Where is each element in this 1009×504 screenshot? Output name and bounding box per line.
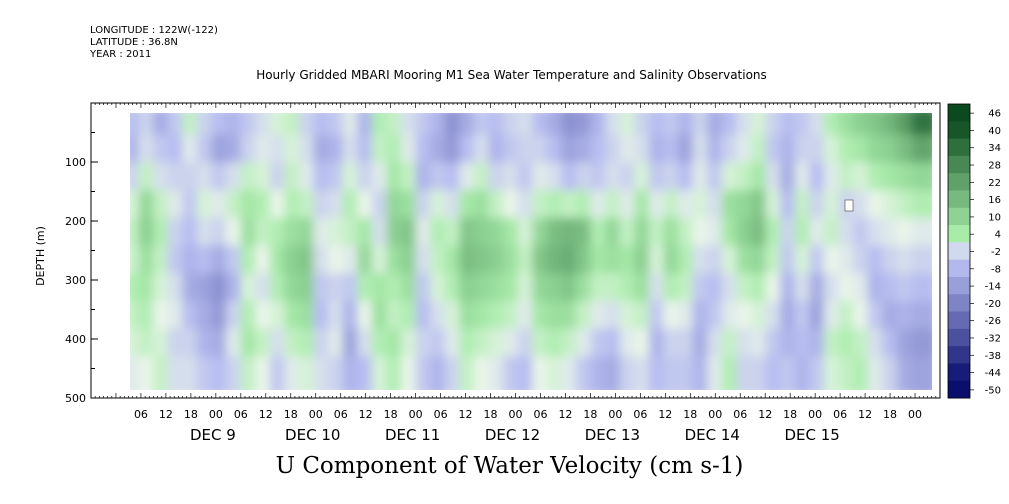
colorbar-swatch — [948, 380, 970, 399]
x-tick-label: 12 — [159, 408, 173, 421]
colorbar-swatch — [948, 121, 970, 140]
x-tick-label: 12 — [858, 408, 872, 421]
colorbar-swatch — [948, 138, 970, 157]
colorbar-swatch — [948, 328, 970, 347]
y-axis-label: DEPTH (m) — [34, 226, 47, 286]
x-tick-label: 06 — [633, 408, 647, 421]
colorbar-tick-label: -8 — [991, 264, 1001, 275]
heatmap-field — [130, 113, 932, 390]
y-tick-label: 300 — [65, 274, 86, 287]
longitude-label: LONGITUDE : 122W(-122) — [90, 25, 218, 36]
colorbar-swatch — [948, 276, 970, 295]
year-label: YEAR : 2011 — [90, 49, 152, 60]
colorbar-tick-label: 10 — [988, 212, 1001, 223]
colorbar-tick-label: 28 — [988, 161, 1001, 172]
missing-data-patch — [844, 199, 854, 212]
colorbar-swatch — [948, 363, 970, 382]
y-tick-label: 100 — [65, 156, 86, 169]
colorbar-swatch — [948, 155, 970, 174]
day-label: DEC 11 — [385, 426, 440, 444]
day-label: DEC 13 — [585, 426, 640, 444]
x-tick-label: 12 — [259, 408, 273, 421]
y-axis: DEPTH (m) 100 200 300 400 500 — [34, 102, 98, 405]
colorbar-swatch — [948, 242, 970, 261]
x-tick-label: 12 — [558, 408, 572, 421]
x-tick-label: 18 — [184, 408, 198, 421]
x-tick-label: 06 — [833, 408, 847, 421]
x-tick-label: 00 — [908, 408, 922, 421]
x-tick-label: 00 — [409, 408, 423, 421]
chart-title-text: Hourly Gridded MBARI Mooring M1 Sea Wate… — [256, 68, 767, 82]
colorbar-swatch — [948, 346, 970, 364]
x-tick-label: 12 — [758, 408, 772, 421]
colorbar-swatch — [948, 311, 970, 330]
day-label: DEC 9 — [190, 426, 236, 444]
colorbar-tick-label: -26 — [985, 316, 1001, 327]
x-tick-label: 18 — [583, 408, 597, 421]
colorbar-swatch — [948, 190, 970, 209]
colorbar-tick-label: -2 — [991, 247, 1001, 258]
x-tick-label: 00 — [509, 408, 523, 421]
colorbar-swatch — [948, 225, 970, 243]
colorbar-swatch — [948, 294, 970, 313]
x-tick-label: 06 — [134, 408, 148, 421]
y-tick-label: 200 — [65, 215, 86, 228]
colorbar-tick-label: -50 — [985, 385, 1001, 396]
y-tick-label: 400 — [65, 333, 86, 346]
x-tick-label: 18 — [783, 408, 797, 421]
colorbar: 46 40 34 28 22 16 10 4 -2 -8 -14 -20 -26 -32 -38 -44 -50 — [947, 103, 1001, 399]
x-tick-label: 18 — [883, 408, 897, 421]
colorbar-swatch — [948, 259, 970, 278]
x-tick-label: 18 — [284, 408, 298, 421]
variable-title: U Component of Water Velocity (cm s-1) — [0, 453, 1009, 479]
x-tick-label: 00 — [309, 408, 323, 421]
colorbar-tick-label: 4 — [995, 230, 1001, 241]
x-tick-label: 06 — [234, 408, 248, 421]
colorbar-swatch — [948, 207, 970, 226]
colorbar-tick-label: 22 — [988, 178, 1001, 189]
x-tick-label: 18 — [484, 408, 498, 421]
x-tick-label: 12 — [658, 408, 672, 421]
heat-cell — [911, 356, 932, 390]
x-tick-label: 00 — [209, 408, 223, 421]
colorbar-tick-label: 40 — [988, 126, 1001, 137]
colorbar-tick-label: -32 — [985, 333, 1001, 344]
variable-title-text: U Component of Water Velocity (cm s-1) — [275, 453, 744, 479]
colorbar-tick-label: 34 — [988, 143, 1001, 154]
x-tick-label: 12 — [459, 408, 473, 421]
x-tick-label: 12 — [359, 408, 373, 421]
day-label: DEC 15 — [784, 426, 839, 444]
colorbar-tick-label: 16 — [988, 195, 1001, 206]
day-label: DEC 12 — [485, 426, 540, 444]
chart-title: Hourly Gridded MBARI Mooring M1 Sea Wate… — [0, 68, 1009, 82]
colorbar-tick-label: -14 — [985, 282, 1001, 293]
day-label: DEC 14 — [685, 426, 740, 444]
y-tick-label: 500 — [65, 392, 86, 405]
x-tick-label: 00 — [708, 408, 722, 421]
x-axis: 06 12 18 00 06 12 18 00 06 12 18 00 06 12 18 00 06 12 18 00… — [90, 103, 941, 444]
x-tick-label: 06 — [434, 408, 448, 421]
x-tick-label: 18 — [384, 408, 398, 421]
colorbar-tick-label: -20 — [985, 299, 1001, 310]
colorbar-swatch — [948, 104, 970, 122]
colorbar-tick-label: -44 — [985, 368, 1001, 379]
latitude-label: LATITUDE : 36.8N — [90, 37, 178, 48]
x-tick-label: 00 — [608, 408, 622, 421]
colorbar-tick-label: 46 — [988, 109, 1001, 120]
x-tick-label: 06 — [733, 408, 747, 421]
x-tick-label: 06 — [533, 408, 547, 421]
colorbar-border — [947, 103, 971, 399]
day-label: DEC 10 — [285, 426, 340, 444]
colorbar-swatch — [948, 173, 970, 191]
x-tick-label: 00 — [808, 408, 822, 421]
x-tick-label: 06 — [334, 408, 348, 421]
x-tick-label: 18 — [683, 408, 697, 421]
colorbar-tick-label: -38 — [985, 351, 1001, 362]
